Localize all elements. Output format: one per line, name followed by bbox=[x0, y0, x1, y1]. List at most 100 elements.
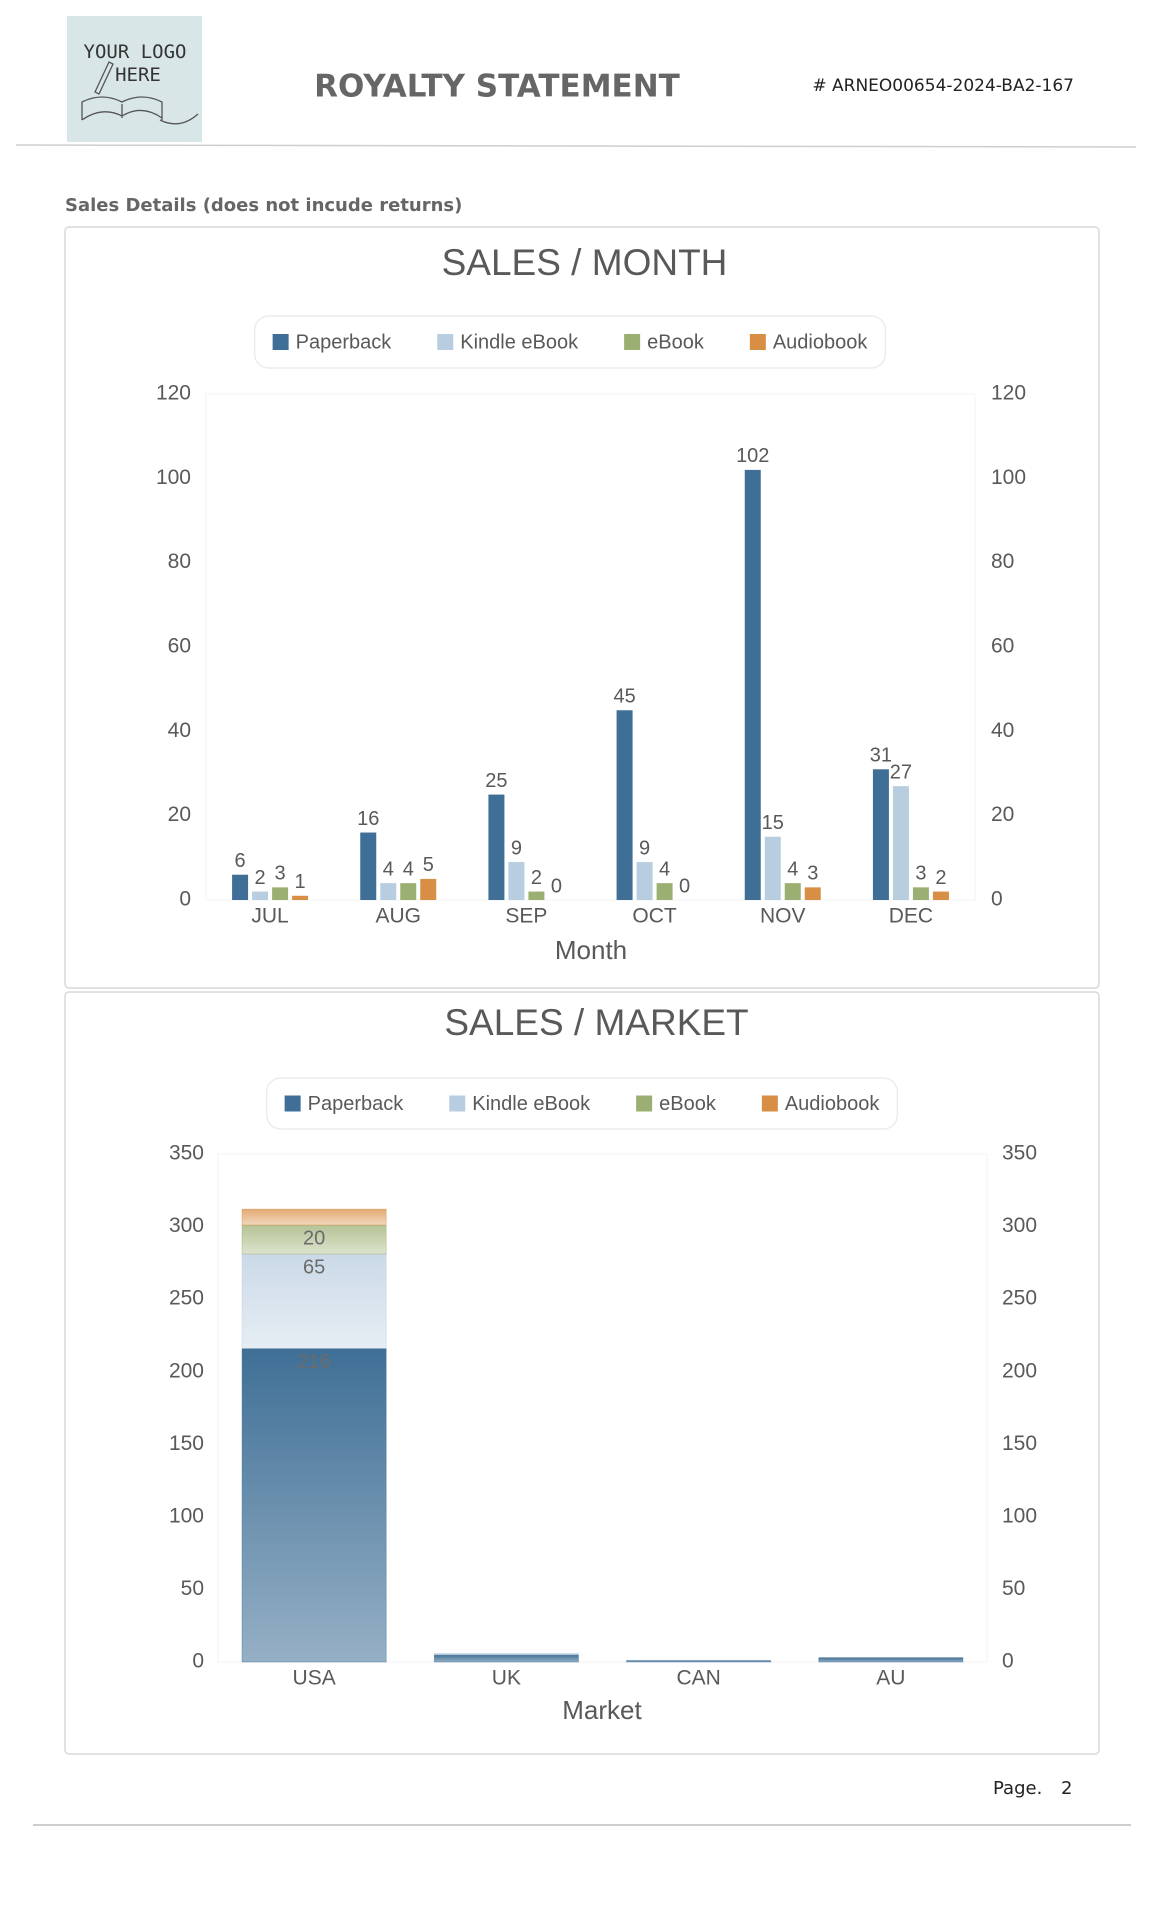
y-tick-label: 300 bbox=[169, 1214, 204, 1237]
bar bbox=[400, 883, 417, 900]
bar bbox=[360, 832, 377, 900]
bar bbox=[636, 862, 653, 900]
y2-tick-label: 350 bbox=[1002, 1142, 1037, 1165]
bar-segment bbox=[433, 1652, 579, 1656]
data-label: 15 bbox=[762, 812, 784, 834]
data-label: 3 bbox=[275, 863, 286, 885]
bar-segment bbox=[241, 1224, 387, 1255]
legend-label: Kindle eBook bbox=[460, 331, 579, 353]
y2-tick-label: 40 bbox=[991, 719, 1014, 742]
x-tick-label: OCT bbox=[632, 905, 677, 928]
bar-segment bbox=[626, 1660, 772, 1663]
y2-tick-label: 150 bbox=[1002, 1432, 1037, 1455]
y2-tick-label: 300 bbox=[1002, 1214, 1037, 1237]
bar bbox=[804, 887, 821, 900]
legend: Paperback Kindle eBook eBook Audiobook bbox=[272, 331, 868, 353]
y2-tick-label: 120 bbox=[991, 382, 1026, 405]
data-label: 5 bbox=[423, 854, 434, 876]
bar bbox=[744, 469, 761, 900]
page-label: Page. bbox=[993, 1778, 1042, 1799]
document-title: ROYALTY STATEMENT bbox=[314, 69, 680, 105]
data-label: 2 bbox=[255, 867, 266, 889]
legend-label: Paperback bbox=[296, 331, 393, 353]
bar bbox=[420, 878, 437, 900]
bar-segment bbox=[241, 1208, 387, 1226]
legend-swatch bbox=[636, 1095, 653, 1112]
page-number: 2 bbox=[1061, 1778, 1072, 1799]
legend-swatch bbox=[284, 1095, 301, 1112]
data-label: 216 bbox=[297, 1351, 330, 1373]
y-tick-label: 200 bbox=[169, 1359, 204, 1382]
bar-segment bbox=[241, 1253, 387, 1349]
legend: Paperback Kindle eBook eBook Audiobook bbox=[284, 1093, 881, 1115]
data-label: 9 bbox=[639, 837, 650, 859]
legend-swatch bbox=[749, 334, 766, 350]
legend-box bbox=[253, 315, 887, 369]
bar bbox=[252, 891, 269, 900]
legend-swatch bbox=[272, 334, 289, 350]
y-tick-label: 0 bbox=[179, 888, 191, 911]
y2-tick-label: 60 bbox=[991, 635, 1014, 658]
data-label: 25 bbox=[485, 770, 507, 792]
legend-label: Paperback bbox=[308, 1093, 405, 1115]
y2-tick-label: 0 bbox=[991, 888, 1003, 911]
data-label: 1 bbox=[295, 871, 306, 893]
data-label: 20 bbox=[303, 1227, 325, 1249]
legend-swatch bbox=[437, 334, 454, 350]
x-tick-label: AUG bbox=[375, 905, 421, 928]
bar bbox=[912, 887, 929, 900]
bar bbox=[932, 891, 949, 900]
data-label: 0 bbox=[551, 875, 562, 897]
chart-title: SALES / MARKET bbox=[444, 1002, 748, 1043]
axis-title: Month bbox=[555, 935, 627, 965]
chart-card bbox=[64, 226, 1100, 989]
header-rule bbox=[15, 144, 1137, 148]
data-label: 16 bbox=[357, 808, 379, 830]
y2-tick-label: 100 bbox=[991, 466, 1026, 489]
x-tick-label: USA bbox=[293, 1667, 336, 1690]
y-tick-label: 0 bbox=[192, 1650, 204, 1673]
data-label: 0 bbox=[679, 875, 690, 897]
y-tick-label: 250 bbox=[169, 1287, 204, 1310]
y-tick-label: 100 bbox=[156, 466, 191, 489]
reference-number: # ARNEO00654-2024-BA2-167 bbox=[812, 76, 1074, 96]
section-title: Sales Details (does not incude returns) bbox=[65, 195, 462, 216]
bar-segment bbox=[818, 1657, 964, 1663]
legend-label: Kindle eBook bbox=[472, 1093, 591, 1115]
y2-tick-label: 20 bbox=[991, 803, 1014, 826]
data-label: 4 bbox=[403, 858, 414, 880]
data-label: 3 bbox=[807, 863, 818, 885]
legend-label: Audiobook bbox=[785, 1093, 881, 1115]
chart-title: SALES / MONTH bbox=[442, 242, 728, 283]
bar bbox=[764, 836, 781, 900]
data-label: 65 bbox=[303, 1256, 325, 1278]
data-label: 4 bbox=[383, 858, 394, 880]
axis-title: Market bbox=[562, 1695, 642, 1725]
y-tick-label: 80 bbox=[168, 550, 191, 573]
bar-segment bbox=[241, 1348, 387, 1663]
legend-swatch bbox=[449, 1095, 466, 1112]
legend-swatch bbox=[624, 334, 641, 350]
y-tick-label: 50 bbox=[181, 1577, 204, 1600]
bar bbox=[784, 883, 801, 900]
bar bbox=[272, 887, 289, 900]
data-label: 6 bbox=[235, 850, 246, 872]
bar bbox=[508, 862, 525, 900]
y-tick-label: 40 bbox=[168, 719, 191, 742]
y-tick-label: 350 bbox=[169, 1142, 204, 1165]
data-label: 2 bbox=[935, 867, 946, 889]
data-label: 3 bbox=[915, 863, 926, 885]
x-tick-label: JUL bbox=[251, 905, 288, 928]
x-tick-label: SEP bbox=[505, 905, 547, 928]
bar bbox=[528, 891, 545, 900]
y2-tick-label: 50 bbox=[1002, 1577, 1025, 1600]
data-label: 4 bbox=[787, 858, 798, 880]
plot-area bbox=[205, 393, 976, 901]
logo-sketch bbox=[81, 61, 199, 125]
bar bbox=[616, 710, 633, 900]
legend-label: eBook bbox=[659, 1093, 717, 1115]
data-label: 45 bbox=[613, 686, 635, 708]
bar bbox=[380, 883, 397, 900]
y-tick-label: 60 bbox=[168, 635, 191, 658]
